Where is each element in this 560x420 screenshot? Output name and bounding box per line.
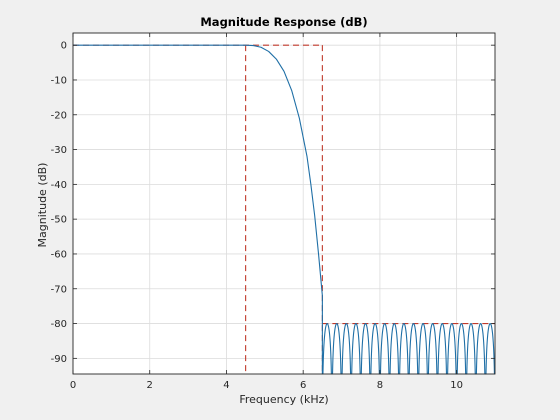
x-tick-label: 10 bbox=[450, 380, 463, 391]
y-tick-label: -40 bbox=[51, 180, 67, 191]
chart-title: Magnitude Response (dB) bbox=[200, 15, 367, 29]
y-tick-label: -60 bbox=[51, 249, 67, 260]
y-axis-label: Magnitude (dB) bbox=[36, 163, 49, 248]
y-tick-label: 0 bbox=[61, 41, 67, 52]
x-tick-label: 6 bbox=[300, 380, 306, 391]
x-tick-label: 4 bbox=[223, 380, 229, 391]
plot-background bbox=[73, 33, 495, 374]
plot-area bbox=[73, 33, 495, 374]
y-tick-label: -10 bbox=[51, 75, 67, 86]
y-tick-label: -70 bbox=[51, 284, 67, 295]
y-tick-label: -20 bbox=[51, 110, 67, 121]
x-axis-label: Frequency (kHz) bbox=[239, 393, 328, 406]
y-tick-label: -80 bbox=[51, 319, 67, 330]
y-tick-label: -30 bbox=[51, 145, 67, 156]
x-tick-label: 8 bbox=[377, 380, 383, 391]
x-tick-label: 0 bbox=[70, 380, 76, 391]
y-tick-label: -90 bbox=[51, 354, 67, 365]
axes bbox=[72, 32, 496, 375]
y-tick-label: -50 bbox=[51, 215, 67, 226]
grid bbox=[72, 33, 495, 374]
tick-labels: 0 2 4 6 8 10 0 -10 -20 -30 -40 -50 -60 -70 -80 -90 bbox=[51, 41, 463, 391]
axes-box bbox=[72, 32, 496, 375]
x-tick-label: 2 bbox=[147, 380, 153, 391]
